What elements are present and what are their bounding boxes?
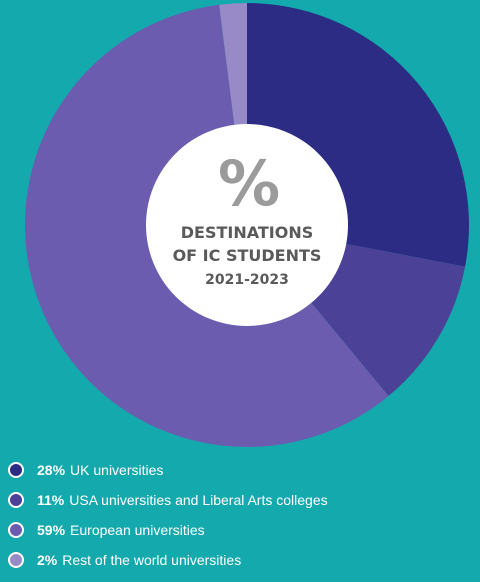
chart-title-line-1: DESTINATIONS (181, 223, 314, 242)
legend-swatch-rest-of-world (8, 551, 24, 568)
chart-title-line-2: OF IC STUDENTS (173, 246, 322, 265)
legend-item-usa: 11% USA universities and Liberal Arts co… (8, 490, 328, 509)
legend-label-uk: UK universities (70, 461, 164, 478)
center-disc (146, 124, 348, 326)
legend-swatch-europe (8, 521, 24, 538)
legend-swatch-uk (8, 461, 24, 478)
legend-value-uk: 28% (37, 461, 66, 478)
legend-item-rest-of-world: 2% Rest of the world universities (8, 550, 328, 569)
percent-symbol-icon: % (218, 147, 280, 220)
chart-legend: 28% UK universities 11% USA universities… (8, 460, 328, 580)
legend-item-uk: 28% UK universities (8, 460, 328, 479)
legend-value-europe: 59% (37, 521, 66, 538)
legend-swatch-usa (8, 491, 24, 508)
legend-value-usa: 11% (37, 491, 65, 508)
donut-chart: % DESTINATIONS OF IC STUDENTS 2021-2023 (24, 3, 470, 448)
chart-title-line-3: 2021-2023 (205, 272, 289, 288)
legend-item-europe: 59% European universities (8, 520, 328, 539)
legend-value-rest-of-world: 2% (37, 551, 58, 568)
legend-label-usa: USA universities and Liberal Arts colleg… (69, 491, 328, 508)
legend-label-europe: European universities (70, 521, 205, 538)
legend-label-rest-of-world: Rest of the world universities (62, 551, 242, 568)
